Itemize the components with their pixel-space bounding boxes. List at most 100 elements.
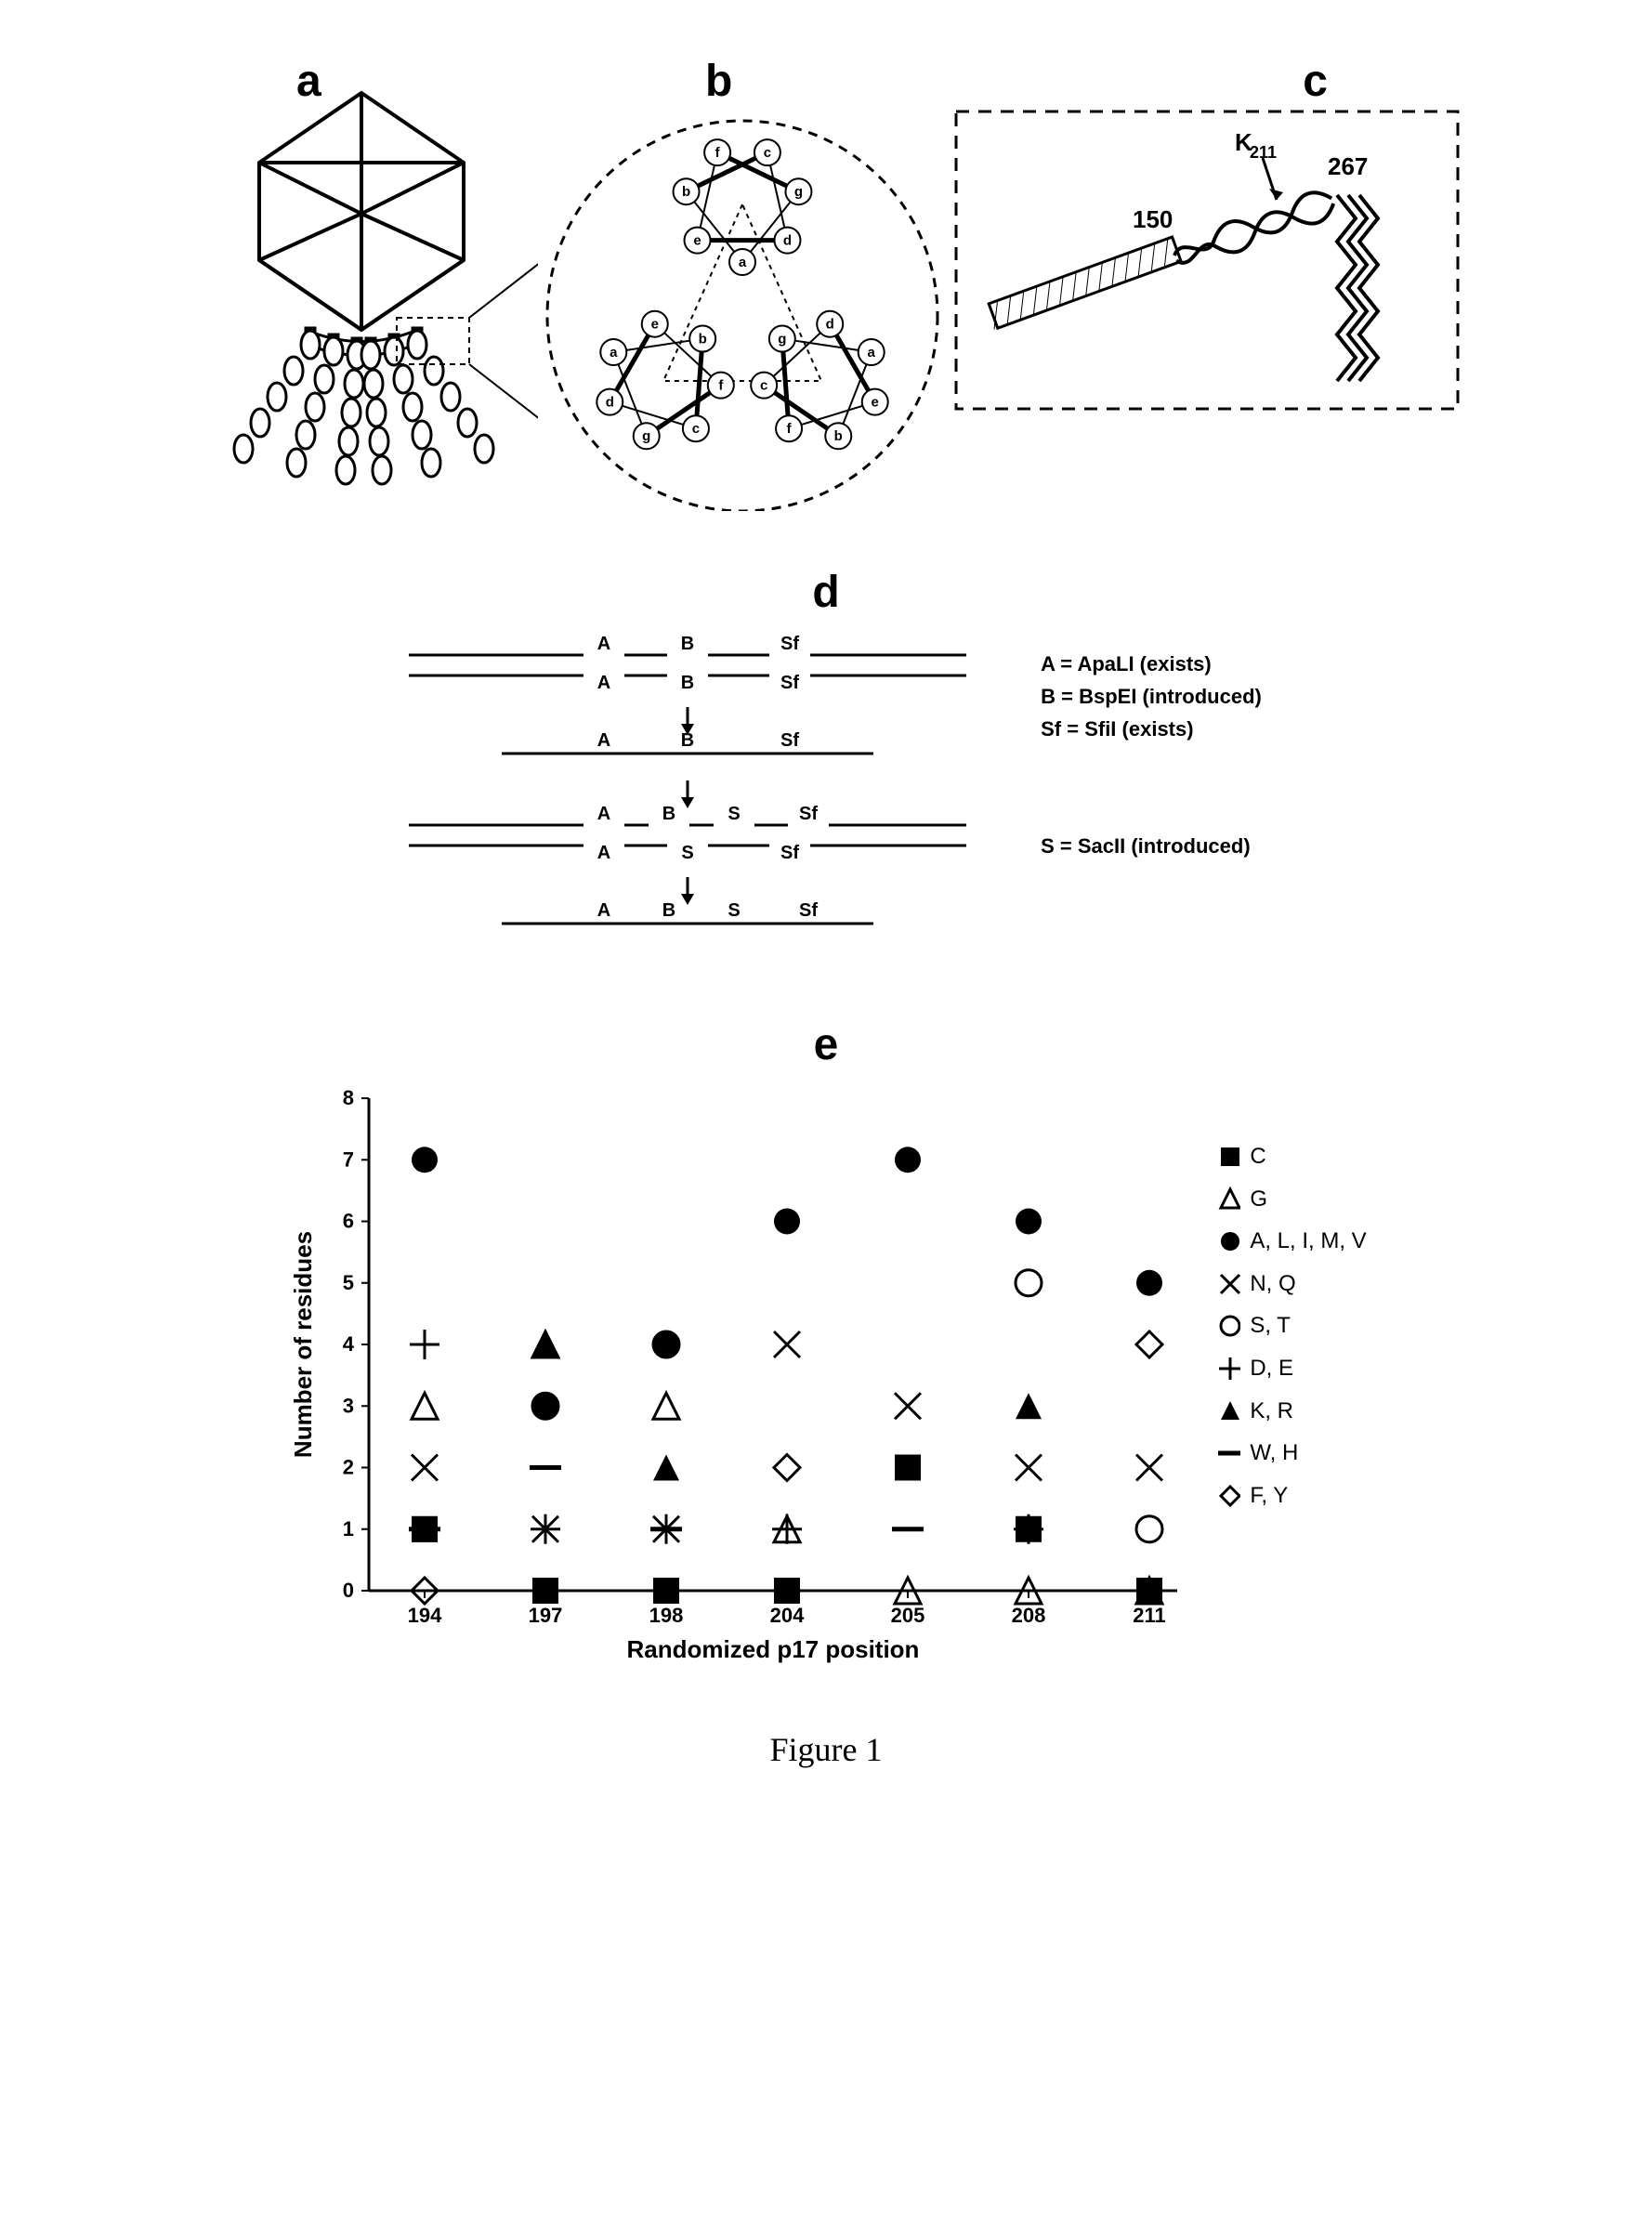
svg-text:c: c — [764, 145, 771, 161]
svg-text:194: 194 — [408, 1604, 442, 1627]
fiber-schematic: K 211 150 267 — [947, 74, 1467, 446]
legend-label: D, E — [1250, 1347, 1293, 1390]
svg-text:d: d — [606, 395, 614, 411]
svg-text:g: g — [778, 332, 786, 347]
svg-text:2: 2 — [343, 1456, 354, 1479]
panel-e: e 012345678194197198204205208211Number o… — [139, 1019, 1513, 1674]
panel-e-label: e — [139, 1019, 1513, 1070]
panel-a: a — [185, 74, 538, 502]
legend-marker-icon — [1214, 1397, 1240, 1423]
svg-text:6: 6 — [343, 1210, 354, 1233]
svg-text:A: A — [597, 804, 610, 824]
legend-item: A, L, I, M, V — [1214, 1220, 1366, 1263]
svg-text:e: e — [651, 317, 659, 333]
svg-text:S: S — [728, 900, 740, 921]
cloning-scheme: ABSfABSfABSfABSSfASSfABSSf — [390, 629, 985, 982]
legend-label: A, L, I, M, V — [1250, 1220, 1366, 1263]
svg-text:Number of residues: Number of residues — [289, 1231, 317, 1458]
panel-b: b abcdefgabcdefgabcdefg — [538, 74, 947, 511]
svg-text:b: b — [699, 332, 707, 347]
svg-text:B: B — [681, 673, 694, 693]
panel-c: c — [947, 74, 1467, 446]
chart-legend: CGA, L, I, M, VN, QS, TD, EK, RW, HF, Y — [1196, 1080, 1366, 1516]
legend-marker-icon — [1214, 1186, 1240, 1212]
legend-marker-icon — [1214, 1271, 1240, 1297]
svg-text:198: 198 — [649, 1604, 684, 1627]
svg-text:B: B — [662, 804, 675, 824]
panel-d-label: d — [139, 567, 1513, 618]
svg-text:e: e — [872, 395, 879, 411]
svg-text:c: c — [692, 421, 700, 437]
svg-text:A: A — [597, 843, 610, 863]
top-row: a — [139, 74, 1513, 511]
label-150: 150 — [1133, 205, 1173, 233]
legend-label: F, Y — [1250, 1475, 1288, 1517]
panel-d: d ABSfABSfABSfABSSfASSfABSSf A = ApaLI (… — [139, 567, 1513, 982]
svg-text:Sf: Sf — [799, 900, 818, 921]
svg-text:B: B — [681, 730, 694, 751]
svg-text:a: a — [610, 345, 618, 361]
svg-text:a: a — [739, 255, 747, 270]
phage-diagram — [185, 74, 538, 502]
legend-item: K, R — [1214, 1390, 1366, 1433]
d-legend-line — [1041, 746, 1262, 830]
legend-item: C — [1214, 1135, 1366, 1178]
label-267: 267 — [1328, 152, 1368, 180]
legend-label: N, Q — [1250, 1263, 1295, 1305]
legend-label: G — [1250, 1178, 1267, 1221]
svg-text:Randomized p17 position: Randomized p17 position — [627, 1635, 920, 1663]
legend-marker-icon — [1214, 1144, 1240, 1170]
svg-text:4: 4 — [343, 1332, 355, 1356]
panel-d-legend: A = ApaLI (exists)B = BspEI (introduced)… — [1041, 629, 1262, 862]
legend-marker-icon — [1214, 1356, 1240, 1382]
svg-text:B: B — [681, 634, 694, 654]
legend-marker-icon — [1214, 1440, 1240, 1466]
svg-text:b: b — [834, 428, 843, 444]
svg-text:0: 0 — [343, 1579, 354, 1602]
svg-text:e: e — [693, 233, 701, 249]
svg-text:205: 205 — [891, 1604, 925, 1627]
svg-text:d: d — [783, 233, 792, 249]
heptad-diagram: abcdefgabcdefgabcdefg — [538, 74, 947, 511]
svg-text:A: A — [597, 730, 610, 751]
legend-marker-icon — [1214, 1313, 1240, 1339]
panel-c-label: c — [1303, 56, 1328, 107]
svg-text:d: d — [826, 317, 834, 333]
figure-1: a — [139, 74, 1513, 1769]
svg-text:Sf: Sf — [799, 804, 818, 824]
legend-item: N, Q — [1214, 1263, 1366, 1305]
svg-text:5: 5 — [343, 1271, 354, 1294]
svg-text:A: A — [597, 634, 610, 654]
svg-text:g: g — [642, 428, 650, 444]
svg-text:197: 197 — [529, 1604, 563, 1627]
svg-text:B: B — [662, 900, 675, 921]
svg-text:A: A — [597, 673, 610, 693]
legend-label: C — [1250, 1135, 1265, 1178]
d-legend-line: S = SacII (introduced) — [1041, 830, 1262, 862]
legend-item: D, E — [1214, 1347, 1366, 1390]
svg-text:A: A — [597, 900, 610, 921]
svg-text:204: 204 — [770, 1604, 805, 1627]
svg-text:a: a — [868, 345, 876, 361]
panel-a-label: a — [296, 56, 321, 107]
svg-text:Sf: Sf — [780, 673, 799, 693]
svg-text:c: c — [760, 378, 767, 394]
svg-text:S: S — [681, 843, 693, 863]
svg-text:Sf: Sf — [780, 730, 799, 751]
svg-text:211: 211 — [1134, 1604, 1167, 1627]
d-legend-line: A = ApaLI (exists) — [1041, 648, 1262, 680]
svg-text:b: b — [682, 184, 690, 200]
svg-text:7: 7 — [343, 1147, 354, 1171]
panel-b-label: b — [705, 56, 732, 107]
svg-text:8: 8 — [343, 1086, 354, 1109]
legend-marker-icon — [1214, 1483, 1240, 1509]
legend-item: S, T — [1214, 1305, 1366, 1347]
svg-text:Sf: Sf — [780, 634, 799, 654]
svg-text:208: 208 — [1012, 1604, 1046, 1627]
legend-label: K, R — [1250, 1390, 1293, 1433]
legend-item: F, Y — [1214, 1475, 1366, 1517]
figure-caption: Figure 1 — [139, 1730, 1513, 1769]
d-legend-line: B = BspEI (introduced) — [1041, 680, 1262, 713]
svg-text:S: S — [728, 804, 740, 824]
d-legend-line: Sf = SfiI (exists) — [1041, 713, 1262, 745]
